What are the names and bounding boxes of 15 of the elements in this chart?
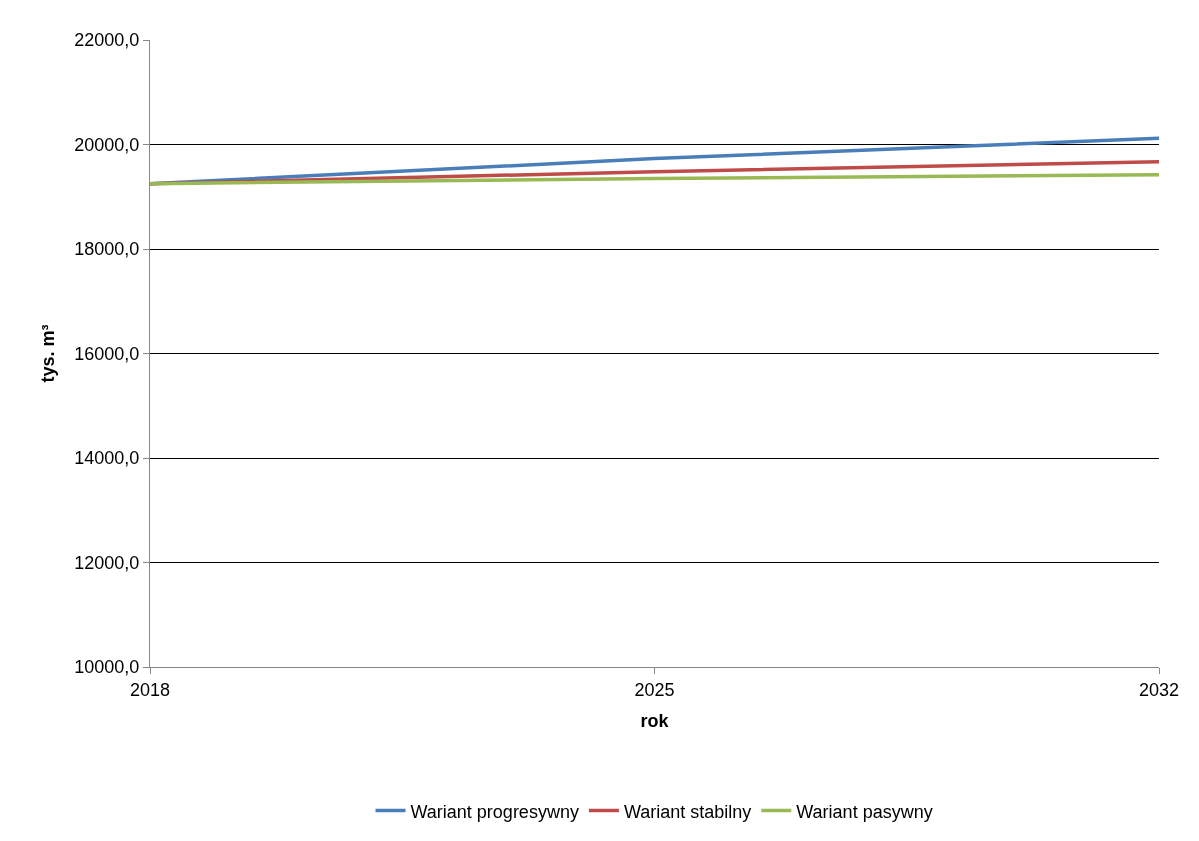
y-tick-label: 12000,0 — [74, 552, 140, 573]
x-tick-label: 2025 — [634, 679, 675, 700]
y-tick-label: 10000,0 — [74, 657, 140, 678]
legend-label: Wariant progresywny — [410, 801, 579, 822]
legend-label: Wariant pasywny — [796, 801, 933, 822]
x-tick-label: 2032 — [1138, 679, 1180, 700]
y-axis-title: tys. m³ — [37, 324, 58, 383]
x-tick-label: 2018 — [129, 679, 171, 700]
y-tick-label: 18000,0 — [74, 239, 140, 260]
y-tick-label: 16000,0 — [74, 343, 140, 364]
y-tick-label: 20000,0 — [74, 134, 140, 155]
legend-label: Wariant stabilny — [623, 801, 752, 822]
y-tick-label: 14000,0 — [74, 448, 140, 469]
x-axis-title: rok — [640, 710, 670, 731]
y-tick-label: 22000,0 — [74, 30, 140, 51]
